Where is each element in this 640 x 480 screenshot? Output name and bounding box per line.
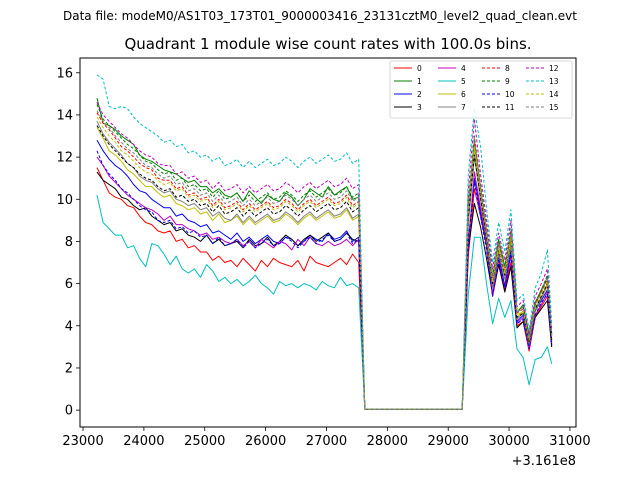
legend-label-2: 2 [417,90,422,99]
x-tick-label: 25000 [184,434,225,449]
series-layer [96,74,553,410]
series-line-9 [96,104,553,410]
legend-label-6: 6 [461,90,466,99]
x-tick-label: 30000 [488,434,529,449]
legend-label-13: 13 [549,77,559,86]
y-tick-label: 14 [56,108,73,123]
series-line-12 [96,102,553,410]
legend-label-8: 8 [505,64,510,73]
series-line-0 [96,167,553,410]
x-axis: 23000 24000 25000 26000 27000 28000 29000 30000… [62,427,591,449]
legend-label-1: 1 [417,77,422,86]
y-tick-label: 6 [65,277,73,292]
y-axis: 0 2 4 6 8 10 12 14 16 [56,66,80,419]
legend-label-14: 14 [549,90,559,99]
legend-label-15: 15 [549,103,559,112]
series-line-3 [96,171,553,410]
y-tick-label: 8 [65,235,73,250]
y-tick-label: 0 [65,404,73,419]
legend-label-11: 11 [505,103,515,112]
series-line-13 [96,74,553,410]
plot-area [96,74,553,410]
legend-label-5: 5 [461,77,466,86]
legend-label-12: 12 [549,64,559,73]
y-tick-label: 12 [56,151,73,166]
y-tick-label: 16 [56,66,73,81]
x-tick-label: 31000 [549,434,590,449]
chart-title: Quadrant 1 module wise count rates with … [124,35,531,53]
y-tick-label: 4 [65,319,73,334]
x-tick-label: 28000 [367,434,408,449]
legend-frame [389,60,573,119]
series-line-15 [96,110,553,410]
x-tick-label: 23000 [62,434,103,449]
legend-label-9: 9 [505,77,510,86]
series-line-7 [96,121,553,410]
series-line-10 [96,150,553,410]
legend-label-7: 7 [461,103,466,112]
legend-label-0: 0 [417,64,422,73]
legend-label-10: 10 [505,90,515,99]
series-line-5 [96,194,553,410]
y-tick-label: 10 [56,193,73,208]
legend-label-3: 3 [417,103,422,112]
axes-frame [79,57,577,428]
x-axis-offset-label: +3.161e8 [512,454,576,469]
x-tick-label: 27000 [306,434,347,449]
x-tick-label: 24000 [123,434,164,449]
x-tick-label: 26000 [245,434,286,449]
x-tick-label: 29000 [428,434,469,449]
series-line-11 [96,125,553,410]
series-line-4 [96,156,553,410]
series-line-8 [96,112,553,410]
legend-label-4: 4 [461,64,466,73]
y-tick-label: 2 [65,361,73,376]
figure-suptitle: Data file: modeM0/AS1T03_173T01_90000034… [63,9,577,23]
